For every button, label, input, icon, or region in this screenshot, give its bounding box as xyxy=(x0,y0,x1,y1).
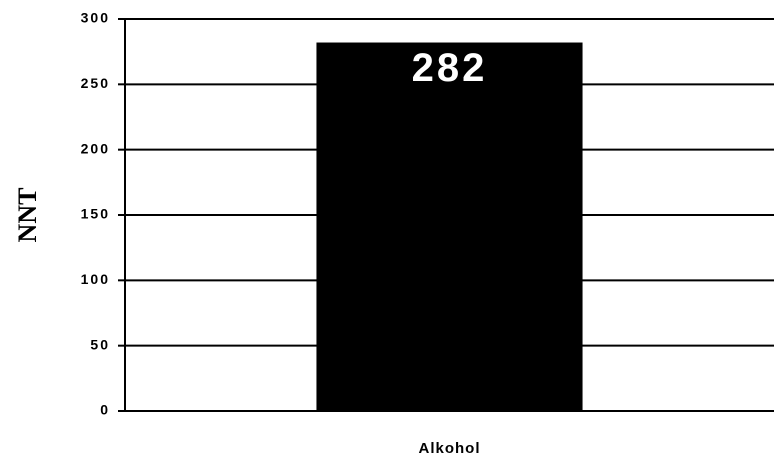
bar xyxy=(316,42,583,412)
y-tick-label: 250 xyxy=(81,75,110,91)
y-tick-label: 300 xyxy=(81,10,110,26)
y-tick-label: 200 xyxy=(81,140,110,156)
y-tick-label: 0 xyxy=(100,402,110,418)
x-tick-label: Alkohol xyxy=(419,440,481,457)
y-axis-label: NNT xyxy=(13,188,42,243)
y-tick-label: 150 xyxy=(81,206,110,222)
y-tick-label: 100 xyxy=(81,271,110,287)
y-tick-label: 50 xyxy=(90,336,110,352)
data-label: 282 xyxy=(412,46,488,90)
